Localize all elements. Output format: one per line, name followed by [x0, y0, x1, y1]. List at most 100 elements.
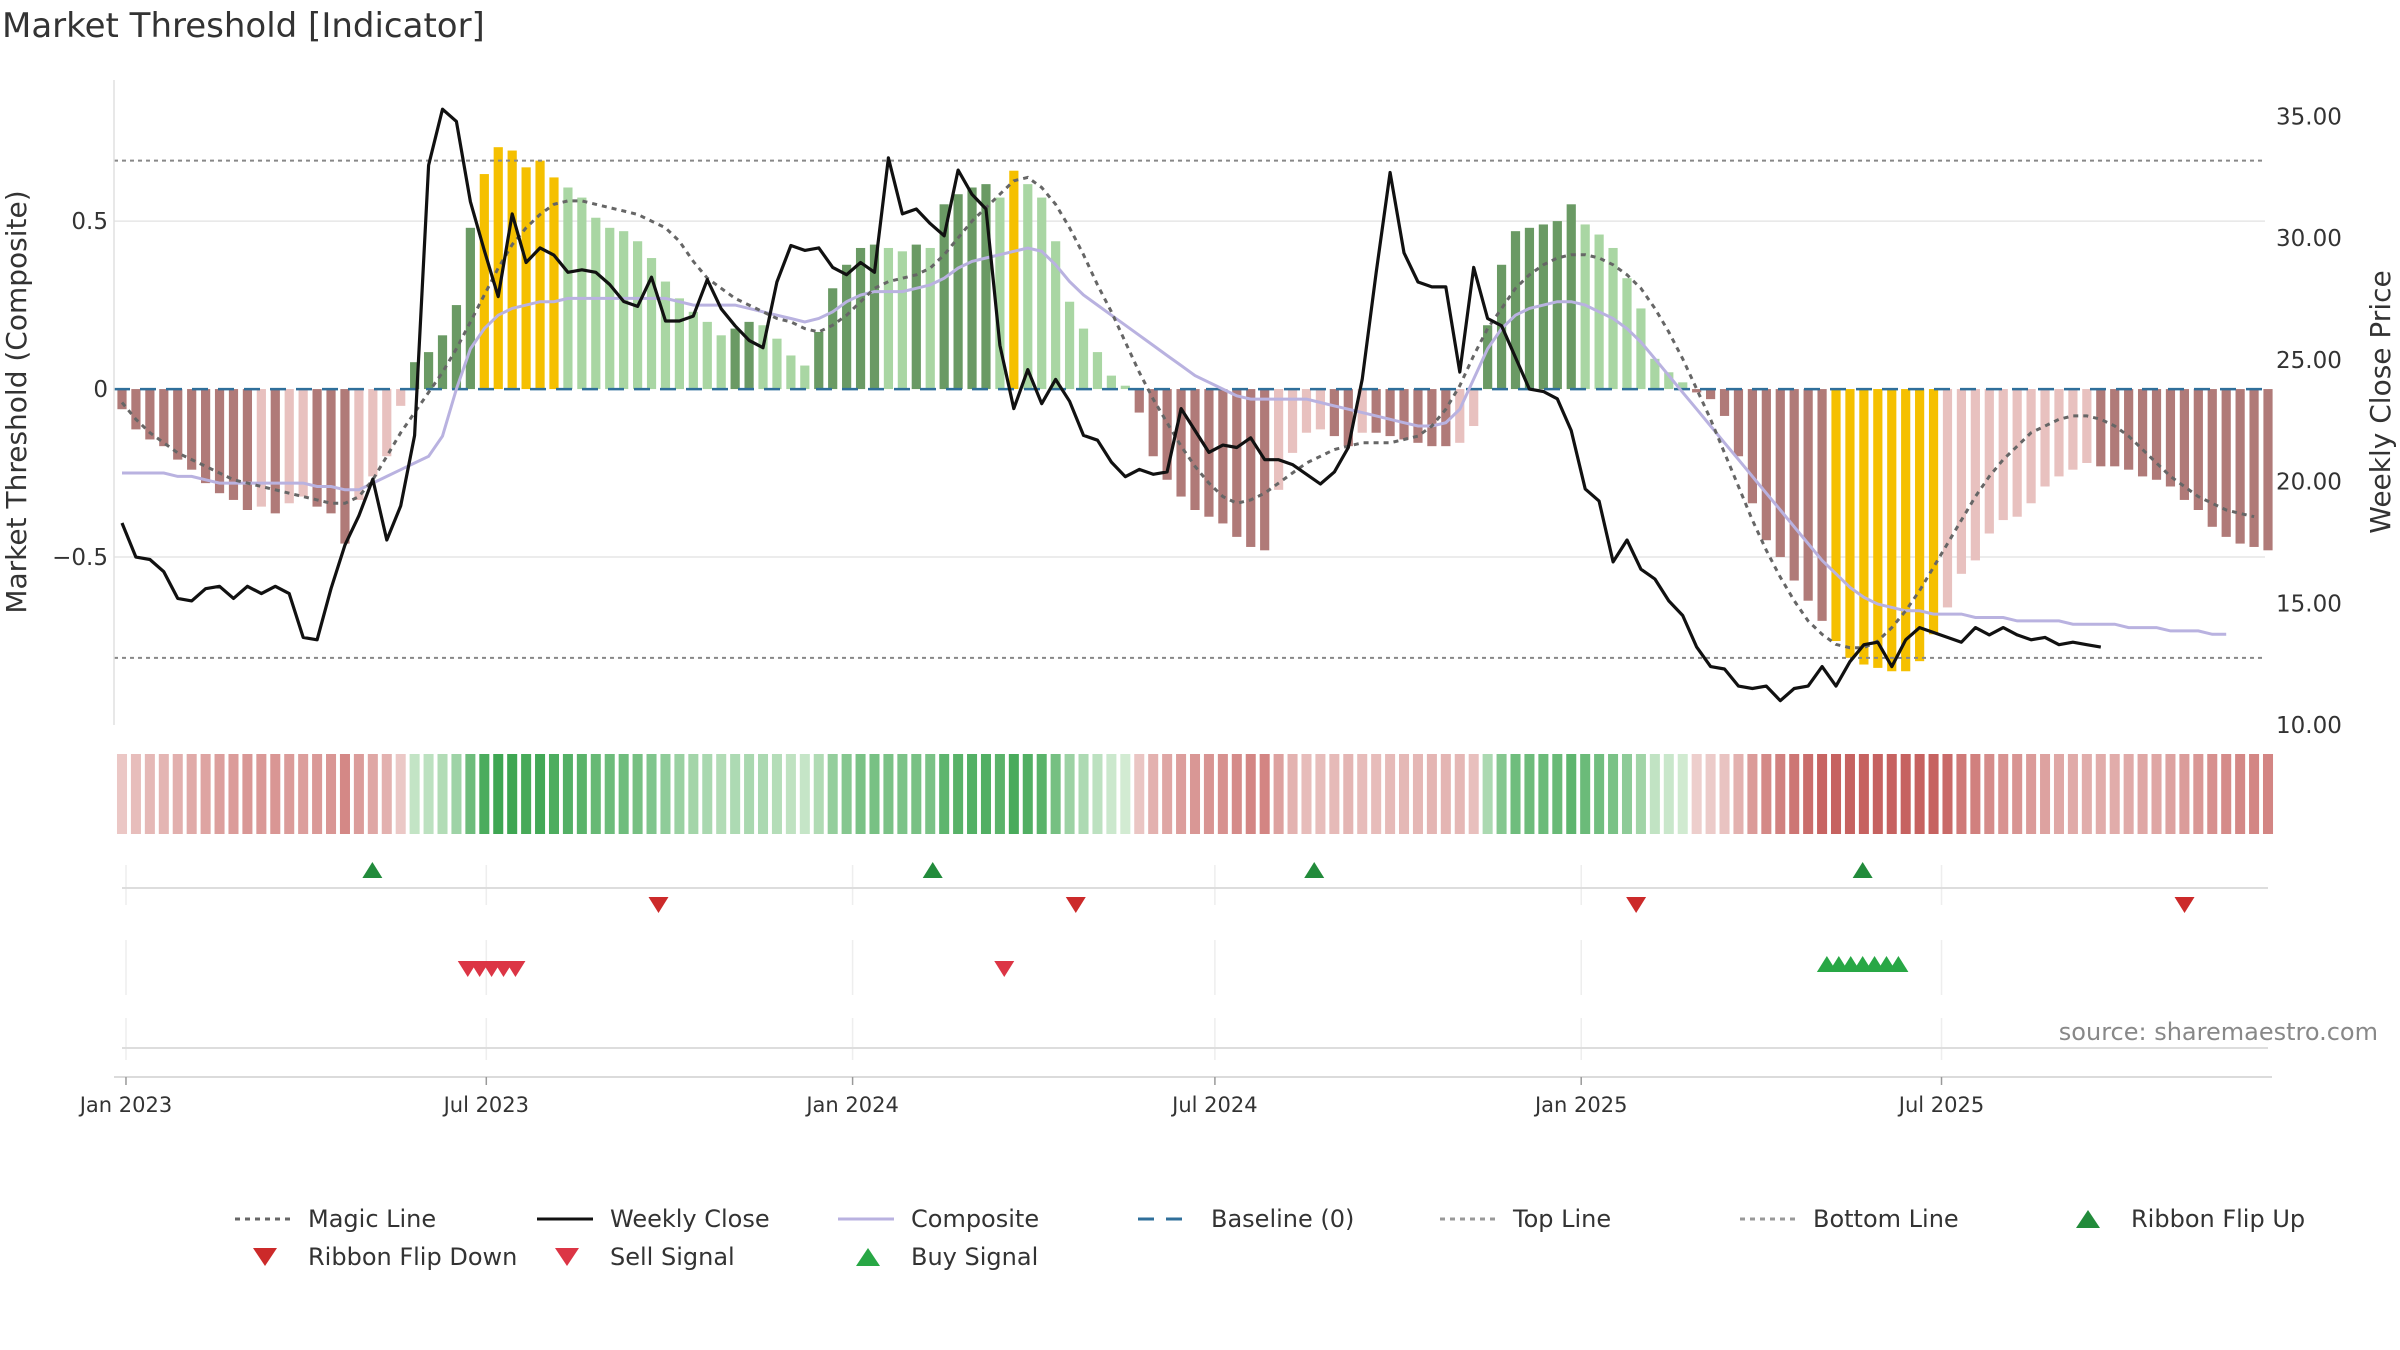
bar [2151, 389, 2162, 480]
ribbon-cell [381, 754, 392, 834]
bar [1636, 308, 1646, 390]
ribbon-cell [674, 754, 685, 834]
y-right-tick-label: 35.00 [2276, 105, 2342, 131]
ribbon-cell [688, 754, 699, 834]
ribbon-cell [2179, 754, 2190, 834]
ribbon-cell [911, 754, 922, 834]
bar [507, 150, 517, 390]
ribbon-cell [1343, 754, 1354, 834]
ribbon-cell [1580, 754, 1591, 834]
ribbon-cell [242, 754, 253, 834]
ribbon-cell [1315, 754, 1326, 834]
ribbon-cell [1998, 754, 2009, 834]
bar [1747, 389, 1758, 504]
ribbon-cell [590, 754, 601, 834]
bar [2221, 389, 2231, 537]
bar [1078, 328, 1089, 390]
ribbon-cell [785, 754, 796, 834]
legend-label: Magic Line [308, 1205, 436, 1233]
y-right-tick-label: 10.00 [2276, 713, 2342, 739]
ribbon-cell [1817, 754, 1828, 834]
bar [1260, 389, 1270, 551]
ribbon-cell [1649, 754, 1660, 834]
bar [772, 338, 782, 390]
series-lines [114, 107, 2265, 703]
bar [2137, 389, 2148, 477]
ribbon-cell [1148, 754, 1159, 834]
bar [939, 204, 949, 390]
bar [632, 241, 643, 390]
y-left-tick-label: 0.5 [71, 209, 108, 235]
legend-item: Composite [838, 1205, 1039, 1233]
bar [1998, 389, 2008, 521]
bar [396, 389, 406, 406]
bar [1051, 241, 1061, 390]
ribbon-cell [1803, 754, 1814, 834]
bar [354, 389, 364, 500]
ribbon-flip-up-marker [362, 862, 383, 878]
ribbon-cell [1858, 754, 1869, 834]
ribbon-cell [2109, 754, 2120, 834]
bar [1009, 170, 1019, 390]
bar [2082, 389, 2092, 463]
ribbon-cell [1357, 754, 1368, 834]
bar [242, 389, 253, 510]
ribbon-cell [1259, 754, 1270, 834]
bar [256, 389, 266, 507]
bar [423, 352, 434, 390]
bar [1329, 389, 1339, 437]
legend: Magic Line Weekly Close Composite Baseline … [235, 1205, 2305, 1271]
bar [967, 187, 977, 390]
bar [1650, 358, 1660, 390]
y-left-axis-title: Market Threshold (Composite) [0, 190, 33, 613]
ribbon-cell [298, 754, 309, 834]
bar [2068, 389, 2078, 470]
ribbon-cell [2053, 754, 2064, 834]
bar [1901, 389, 1911, 672]
bar [1566, 204, 1576, 390]
bar [451, 305, 462, 390]
ribbon-cell [116, 754, 128, 834]
ribbon-cell [1189, 754, 1201, 834]
bar [2096, 389, 2106, 467]
bar [814, 331, 824, 390]
ribbon-cell [1078, 754, 1089, 834]
ribbon-cell [660, 754, 671, 834]
ribbon-cell [1566, 754, 1577, 834]
bar [410, 362, 420, 390]
legend-label: Baseline (0) [1211, 1205, 1354, 1233]
ribbon-cell [1412, 754, 1423, 834]
ribbon-cell [1691, 754, 1702, 834]
ribbon-cell [1956, 754, 1967, 834]
ribbon-cell [799, 754, 810, 834]
bar [577, 197, 587, 390]
ribbon-cell [1496, 754, 1507, 834]
bar [1845, 389, 1855, 658]
ribbon-cell [702, 754, 713, 834]
ribbon-cell [1761, 754, 1772, 834]
ribbon-cell [1287, 754, 1298, 834]
ribbon-cell [1092, 754, 1103, 834]
ribbon-cell [1231, 754, 1242, 834]
legend-item: Ribbon Flip Up [2076, 1205, 2305, 1233]
bar [145, 389, 155, 440]
x-tick-label: Jul 2025 [1897, 1093, 1984, 1117]
bar [1984, 389, 1994, 534]
ribbon-cell [1106, 754, 1117, 834]
bar [2207, 389, 2217, 527]
bar [1399, 389, 1409, 440]
x-tick-label: Jul 2023 [442, 1093, 529, 1117]
bar [1455, 389, 1465, 443]
bar [284, 389, 294, 504]
bar [1831, 389, 1841, 642]
ribbon-cell [827, 754, 838, 834]
ribbon-cell [2235, 754, 2246, 834]
bar [2026, 389, 2036, 504]
legend-item: Magic Line [235, 1205, 436, 1233]
page-title: Market Threshold [Indicator] [2, 6, 485, 46]
bar [1510, 231, 1521, 390]
bar [1817, 389, 1827, 621]
bar [201, 389, 211, 484]
bar [897, 251, 907, 390]
